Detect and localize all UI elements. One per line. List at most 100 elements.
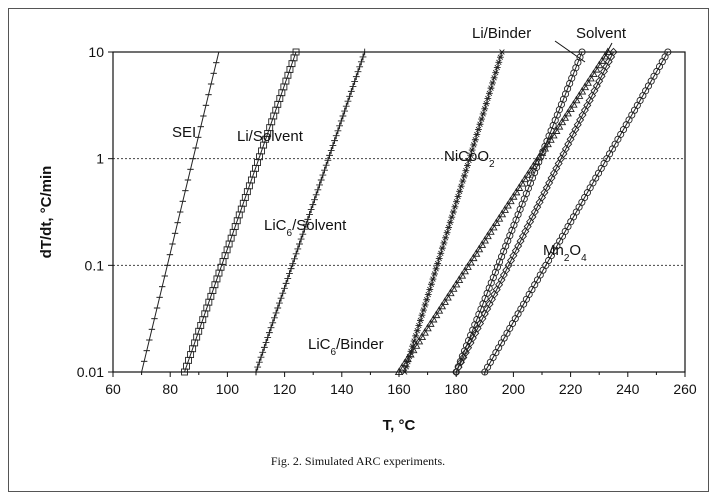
marker — [474, 244, 484, 253]
marker — [495, 59, 503, 66]
marker — [569, 100, 578, 108]
marker — [269, 319, 277, 327]
marker — [453, 198, 460, 205]
series-label-nicoo2: NiCoO2 — [444, 148, 495, 170]
marker — [437, 250, 445, 257]
marker — [426, 286, 434, 293]
marker — [589, 69, 598, 77]
marker — [446, 219, 454, 226]
marker — [609, 47, 618, 57]
marker — [440, 240, 448, 246]
leader-solvent — [603, 42, 613, 59]
x-tick-label: 260 — [673, 381, 697, 397]
marker — [482, 100, 490, 107]
marker — [322, 161, 330, 169]
marker — [259, 348, 267, 356]
marker — [411, 341, 421, 349]
marker — [307, 206, 315, 213]
marker — [540, 144, 550, 152]
marker — [592, 65, 601, 73]
x-tick-label: 60 — [105, 381, 121, 397]
marker — [500, 205, 509, 213]
series-lic6-binder — [394, 47, 612, 376]
marker — [331, 137, 338, 145]
marker — [432, 266, 440, 272]
marker — [359, 53, 367, 61]
marker — [414, 336, 424, 345]
marker — [352, 73, 360, 81]
marker — [326, 151, 333, 159]
marker — [440, 297, 449, 305]
marker — [346, 92, 354, 100]
marker — [421, 302, 429, 308]
marker — [595, 60, 604, 69]
marker — [493, 64, 501, 71]
marker — [486, 90, 493, 97]
series-labels: SEI Li/Solvent LiC6/Solvent NiCoO2 LiC6/Bind… — [172, 25, 627, 358]
marker — [437, 301, 447, 310]
marker — [435, 255, 443, 262]
marker — [537, 148, 547, 156]
marker — [470, 142, 478, 148]
marker — [487, 85, 495, 91]
marker — [344, 97, 352, 105]
marker — [357, 58, 365, 66]
series-sei — [138, 51, 223, 373]
marker — [469, 253, 478, 262]
marker — [309, 201, 317, 209]
marker — [466, 257, 475, 266]
marker — [457, 271, 467, 279]
marker — [424, 291, 432, 298]
marker — [334, 127, 342, 135]
marker — [434, 306, 444, 314]
marker — [337, 117, 345, 125]
marker — [427, 281, 435, 287]
marker — [577, 87, 587, 95]
marker — [460, 266, 469, 275]
marker — [296, 240, 303, 248]
series-label-lic6-binder: LiC6/Binder — [308, 336, 384, 358]
marker — [563, 108, 572, 117]
x-tick-label: 220 — [559, 381, 583, 397]
marker — [418, 312, 426, 318]
marker — [489, 222, 498, 231]
marker — [321, 166, 328, 174]
marker — [454, 193, 462, 200]
x-tick-label: 180 — [445, 381, 469, 397]
marker — [443, 229, 451, 236]
marker — [327, 147, 335, 154]
marker — [287, 265, 295, 273]
marker — [267, 324, 275, 332]
x-tick-label: 120 — [273, 381, 297, 397]
marker — [443, 293, 452, 301]
marker — [316, 181, 323, 189]
marker — [301, 225, 308, 233]
figure-frame — [8, 8, 709, 492]
marker — [417, 317, 424, 324]
series-li-binder — [452, 48, 586, 376]
marker — [412, 333, 420, 339]
marker — [413, 327, 421, 334]
marker — [349, 83, 357, 90]
y-tick-label: 0.1 — [85, 257, 105, 273]
marker — [523, 170, 532, 178]
figure-caption: Fig. 2. Simulated ARC experiments. — [271, 454, 445, 468]
marker — [299, 230, 307, 238]
marker — [479, 111, 487, 117]
marker — [468, 147, 476, 153]
marker — [572, 95, 581, 104]
marker — [506, 196, 515, 205]
marker — [446, 288, 455, 297]
marker — [512, 187, 521, 196]
marker — [289, 260, 297, 268]
marker — [279, 289, 287, 297]
marker — [406, 350, 415, 358]
marker — [514, 183, 524, 191]
marker — [462, 167, 470, 174]
x-tick-label: 140 — [330, 381, 354, 397]
marker — [438, 245, 446, 251]
marker — [260, 343, 268, 351]
marker — [460, 173, 468, 179]
marker — [317, 176, 325, 184]
marker — [583, 78, 592, 86]
